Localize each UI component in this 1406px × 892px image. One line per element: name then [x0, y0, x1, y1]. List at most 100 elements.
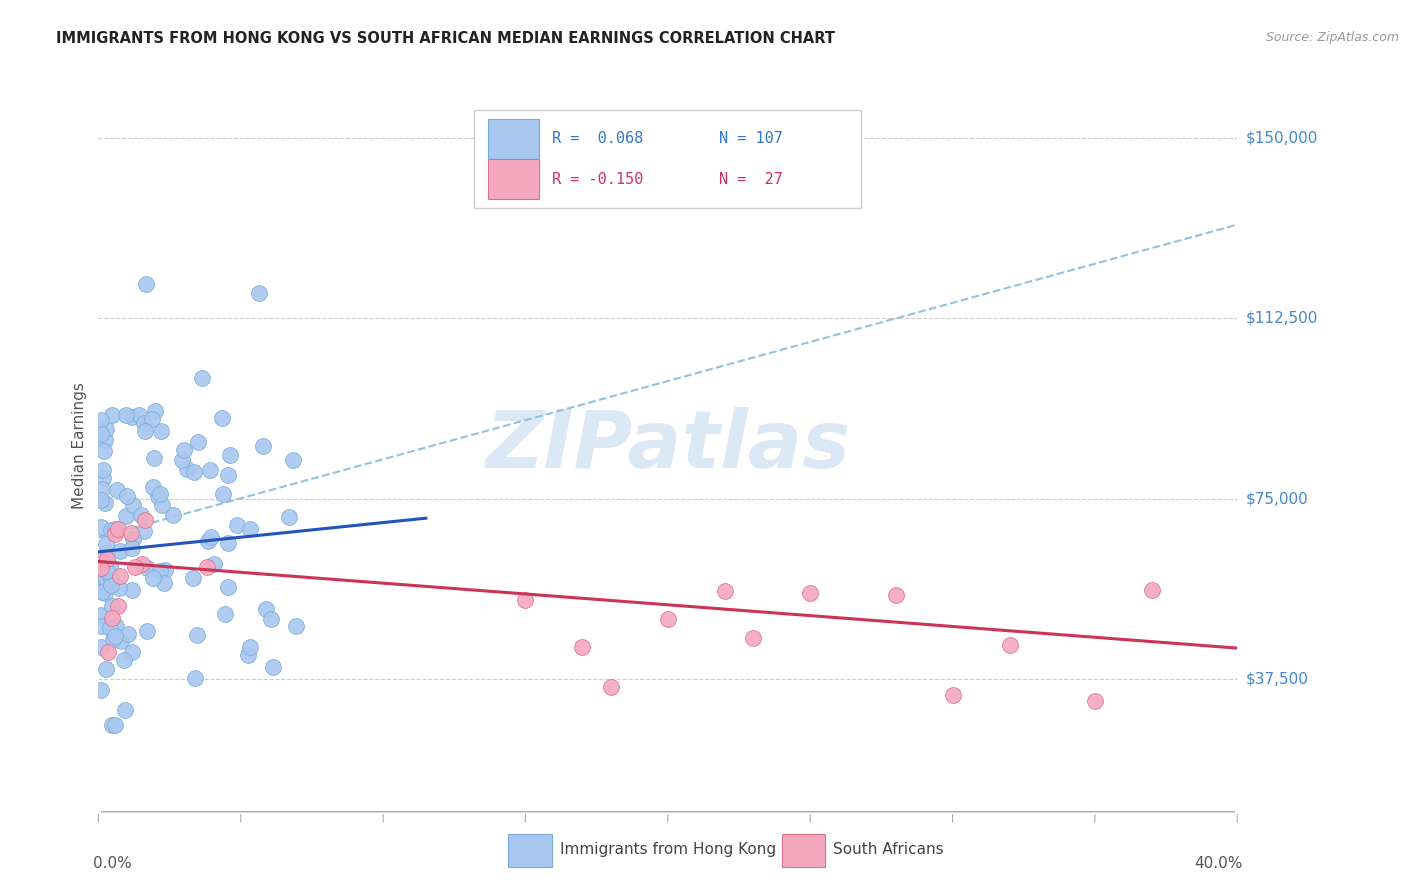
- Point: [121, 409, 143, 424]
- Point: [571, 640, 593, 654]
- Point: [884, 588, 907, 602]
- Point: [90, 640, 112, 654]
- Point: [657, 612, 679, 626]
- Text: ZIPatlas: ZIPatlas: [485, 407, 851, 485]
- Point: [96, 662, 118, 676]
- Point: [197, 534, 219, 549]
- Text: R =  0.068: R = 0.068: [551, 131, 643, 146]
- Point: [101, 409, 124, 423]
- Point: [132, 416, 155, 430]
- Point: [262, 660, 284, 674]
- Point: [176, 462, 198, 476]
- Point: [217, 536, 239, 550]
- Point: [142, 480, 165, 494]
- Point: [117, 489, 139, 503]
- Point: [94, 421, 117, 435]
- Point: [90, 427, 112, 442]
- Point: [121, 541, 143, 555]
- Point: [143, 404, 166, 418]
- Text: South Africans: South Africans: [832, 842, 943, 857]
- Point: [100, 572, 122, 586]
- Point: [104, 619, 127, 633]
- Point: [184, 671, 207, 685]
- Point: [90, 560, 112, 574]
- Text: Immigrants from Hong Kong: Immigrants from Hong Kong: [560, 842, 776, 857]
- Point: [247, 285, 270, 300]
- Text: R = -0.150: R = -0.150: [551, 171, 643, 186]
- Point: [149, 425, 172, 439]
- Point: [153, 563, 176, 577]
- Point: [181, 571, 204, 585]
- Point: [114, 409, 136, 423]
- Point: [94, 572, 117, 586]
- Point: [942, 688, 965, 702]
- Text: Source: ZipAtlas.com: Source: ZipAtlas.com: [1265, 31, 1399, 45]
- Point: [211, 411, 233, 425]
- Point: [148, 564, 170, 578]
- Point: [212, 487, 235, 501]
- Point: [122, 498, 145, 512]
- Point: [93, 560, 115, 574]
- Point: [90, 619, 112, 633]
- Point: [115, 509, 138, 524]
- Point: [135, 277, 157, 292]
- Y-axis label: Median Earnings: Median Earnings: [72, 383, 87, 509]
- Point: [108, 581, 131, 595]
- Point: [129, 508, 152, 523]
- Text: IMMIGRANTS FROM HONG KONG VS SOUTH AFRICAN MEDIAN EARNINGS CORRELATION CHART: IMMIGRANTS FROM HONG KONG VS SOUTH AFRIC…: [56, 31, 835, 46]
- Point: [93, 443, 115, 458]
- Text: $37,500: $37,500: [1246, 672, 1309, 687]
- Point: [219, 448, 242, 462]
- Point: [162, 508, 184, 522]
- Point: [121, 582, 143, 597]
- FancyBboxPatch shape: [474, 110, 862, 209]
- Point: [101, 599, 124, 613]
- Point: [100, 523, 122, 537]
- Text: $75,000: $75,000: [1246, 491, 1309, 507]
- Point: [239, 522, 262, 536]
- FancyBboxPatch shape: [509, 834, 551, 867]
- Point: [104, 522, 127, 536]
- Point: [186, 627, 208, 641]
- Point: [214, 607, 236, 622]
- Point: [148, 487, 170, 501]
- Point: [90, 482, 112, 496]
- Text: N =  27: N = 27: [718, 171, 783, 186]
- Point: [132, 524, 155, 538]
- Point: [191, 371, 214, 385]
- Point: [121, 645, 143, 659]
- Point: [112, 653, 135, 667]
- Point: [173, 442, 195, 457]
- Point: [90, 574, 112, 589]
- Point: [90, 493, 112, 508]
- Point: [742, 631, 765, 645]
- Point: [90, 520, 112, 534]
- Text: N = 107: N = 107: [718, 131, 783, 146]
- Point: [285, 619, 308, 633]
- Point: [93, 496, 115, 510]
- Point: [252, 439, 274, 453]
- Point: [799, 585, 821, 599]
- Point: [600, 680, 623, 694]
- Point: [108, 543, 131, 558]
- Point: [200, 530, 222, 544]
- Text: $112,500: $112,500: [1246, 311, 1317, 326]
- Point: [101, 611, 124, 625]
- Text: 40.0%: 40.0%: [1195, 855, 1243, 871]
- Point: [277, 510, 299, 524]
- FancyBboxPatch shape: [488, 119, 538, 159]
- Point: [91, 463, 114, 477]
- Point: [104, 718, 127, 732]
- Point: [128, 408, 150, 422]
- Point: [98, 621, 121, 635]
- Point: [97, 645, 120, 659]
- Point: [90, 413, 112, 427]
- Point: [94, 537, 117, 551]
- Point: [91, 470, 114, 484]
- Point: [217, 580, 239, 594]
- Point: [90, 608, 112, 623]
- Point: [142, 571, 165, 585]
- Point: [96, 564, 118, 578]
- Point: [105, 483, 128, 498]
- Point: [1084, 694, 1107, 708]
